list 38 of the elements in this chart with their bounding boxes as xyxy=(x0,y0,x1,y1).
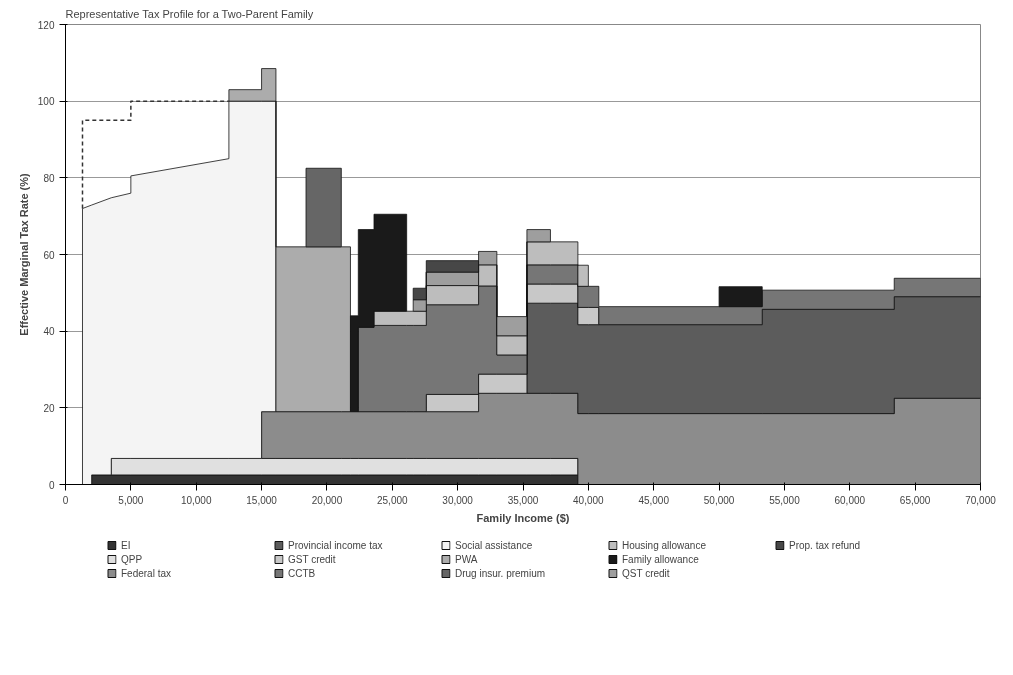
chart-title: Representative Tax Profile for a Two-Parent Family xyxy=(65,7,314,20)
x-tick-label: 20,000 xyxy=(311,494,343,506)
x-tick-label: 25,000 xyxy=(376,494,409,506)
legend-label: EI xyxy=(121,539,132,551)
legend-label: Housing allowance xyxy=(622,539,707,551)
y-tick-label: 20 xyxy=(43,402,55,414)
x-tick-label: 15,000 xyxy=(246,494,278,506)
legend-label: GST credit xyxy=(288,553,337,565)
y-tick-label: 40 xyxy=(43,326,55,338)
y-tick-label: 80 xyxy=(43,172,55,184)
legend-label: Provincial income tax xyxy=(288,539,384,551)
y-axis-title: Effective Marginal Tax Rate (%) xyxy=(17,172,30,336)
x-tick-label: 50,000 xyxy=(703,494,735,506)
legend-label: QPP xyxy=(121,553,144,565)
legend-label: CCTB xyxy=(288,567,317,579)
x-axis-title: Family Income ($) xyxy=(476,511,570,524)
legend-label: Prop. tax refund xyxy=(789,539,862,551)
legend-label: PWA xyxy=(455,553,479,565)
x-tick-label: 45,000 xyxy=(638,494,670,506)
y-tick-label: 60 xyxy=(43,249,55,261)
y-tick-label: 100 xyxy=(37,96,55,108)
y-tick-label: 120 xyxy=(37,19,55,31)
x-tick-label: 40,000 xyxy=(573,494,605,506)
x-tick-label: 70,000 xyxy=(965,494,997,506)
x-tick-label: 5,000 xyxy=(118,494,144,506)
x-tick-label: 60,000 xyxy=(834,494,866,506)
legend-label: QST credit xyxy=(622,567,671,579)
x-tick-label: 35,000 xyxy=(507,494,539,506)
legend-label: Drug insur. premium xyxy=(455,567,547,579)
x-tick-label: 30,000 xyxy=(442,494,474,506)
x-tick-label: 65,000 xyxy=(899,494,931,506)
x-tick-label: 55,000 xyxy=(769,494,801,506)
legend-label: Social assistance xyxy=(455,539,534,551)
legend-label: Family allowance xyxy=(622,553,700,565)
legend-label: Federal tax xyxy=(121,567,173,579)
y-tick-label: 0 xyxy=(48,479,55,491)
x-tick-label: 10,000 xyxy=(180,494,212,506)
x-tick-label: 0 xyxy=(62,494,69,506)
